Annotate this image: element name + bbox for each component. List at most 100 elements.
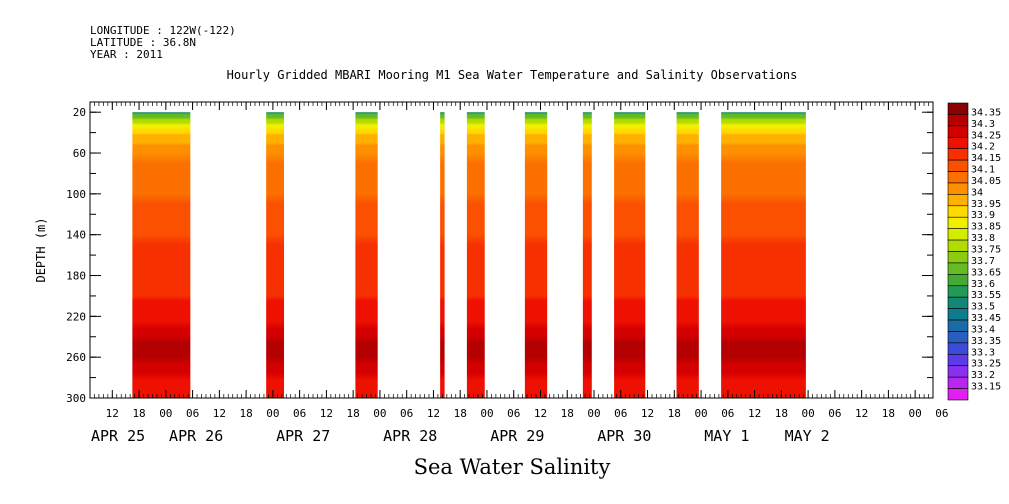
x-hour-label: 06 <box>614 407 627 420</box>
chart-title: Hourly Gridded MBARI Mooring M1 Sea Wate… <box>226 68 798 82</box>
colorbar-label: 34.3 <box>971 119 995 130</box>
colorbar-swatch <box>947 342 969 355</box>
colorbar-label: 33.9 <box>971 210 995 221</box>
x-date-label: APR 30 <box>597 427 651 445</box>
colorbar-swatch <box>947 296 969 309</box>
x-hour-label: 00 <box>266 407 279 420</box>
x-hour-label: 00 <box>694 407 707 420</box>
x-date-label: APR 29 <box>490 427 544 445</box>
colorbar-swatch <box>947 114 969 127</box>
x-hour-label: 18 <box>775 407 788 420</box>
x-hour-label: 06 <box>400 407 413 420</box>
x-hour-label: 18 <box>561 407 574 420</box>
x-hour-label: 00 <box>373 407 386 420</box>
x-hour-label: 18 <box>132 407 145 420</box>
data-segment-6 <box>582 112 592 398</box>
x-date-label: APR 27 <box>276 427 330 445</box>
year-label: YEAR : 2011 <box>90 48 163 61</box>
x-hour-label: 18 <box>882 407 895 420</box>
x-hour-label: 00 <box>909 407 922 420</box>
colorbar-swatch <box>947 171 969 184</box>
colorbar-swatch <box>947 205 969 218</box>
colorbar-label: 34.05 <box>971 176 1001 187</box>
x-date-label: APR 25 <box>91 427 145 445</box>
y-tick-label: 300 <box>66 392 86 405</box>
x-date-label: MAY 1 <box>704 427 749 445</box>
y-tick-label: 140 <box>66 229 86 242</box>
colorbar-swatch <box>947 148 969 161</box>
colorbar-label: 33.35 <box>971 336 1001 347</box>
data-segment-8 <box>676 112 699 398</box>
x-date-label: MAY 2 <box>785 427 830 445</box>
colorbar-swatch <box>947 365 969 378</box>
x-hour-label: 00 <box>480 407 493 420</box>
colorbar-label: 33.45 <box>971 313 1001 324</box>
data-segment-1 <box>266 112 285 398</box>
x-hour-label: 06 <box>186 407 199 420</box>
x-hour-label: 12 <box>320 407 333 420</box>
x-hour-label: 06 <box>828 407 841 420</box>
x-date-label: APR 28 <box>383 427 437 445</box>
colorbar-label: 33.25 <box>971 359 1001 370</box>
colorbar-label: 34.2 <box>971 142 995 153</box>
colorbar-swatch <box>947 194 969 207</box>
colorbar: 34.3534.334.2534.234.1534.134.053433.953… <box>947 102 1001 401</box>
colorbar-label: 34 <box>971 187 983 198</box>
colorbar-swatch <box>947 308 969 321</box>
colorbar-swatch <box>947 228 969 241</box>
colorbar-swatch <box>947 376 969 389</box>
colorbar-label: 33.85 <box>971 222 1001 233</box>
colorbar-swatch <box>947 285 969 298</box>
y-tick-label: 220 <box>66 310 86 323</box>
longitude-label: LONGITUDE : 122W(-122) <box>90 24 236 37</box>
y-tick-label: 180 <box>66 270 86 283</box>
colorbar-label: 33.8 <box>971 233 995 244</box>
colorbar-swatch <box>947 125 969 138</box>
colorbar-label: 33.7 <box>971 256 995 267</box>
x-hour-label: 12 <box>855 407 868 420</box>
colorbar-swatch <box>947 136 969 149</box>
axes: 20 60 100 140 180 220 260 300 12 18 00 06 12 18 00 06 12… <box>66 101 949 445</box>
colorbar-swatch <box>947 354 969 367</box>
y-tick-label: 100 <box>66 188 86 201</box>
y-tick-label: 20 <box>73 106 86 119</box>
data-segment-4 <box>466 112 485 398</box>
colorbar-label: 34.35 <box>971 107 1001 118</box>
colorbar-swatch <box>947 216 969 229</box>
x-hour-label: 06 <box>293 407 306 420</box>
x-hour-label: 12 <box>427 407 440 420</box>
x-hour-label: 00 <box>801 407 814 420</box>
colorbar-swatch <box>947 251 969 264</box>
colorbar-swatch <box>947 159 969 172</box>
colorbar-swatch <box>947 102 969 115</box>
data-segment-3 <box>440 112 445 398</box>
colorbar-swatch <box>947 262 969 275</box>
colorbar-label: 33.15 <box>971 382 1001 393</box>
colorbar-swatch <box>947 331 969 344</box>
x-hour-label: 18 <box>668 407 681 420</box>
colorbar-label: 34.25 <box>971 130 1001 141</box>
data-segment-0 <box>132 112 191 398</box>
x-axis-title: Sea Water Salinity <box>413 455 611 479</box>
data-segment-2 <box>355 112 378 398</box>
colorbar-label: 34.15 <box>971 153 1001 164</box>
x-hour-label: 12 <box>213 407 226 420</box>
colorbar-swatch <box>947 319 969 332</box>
y-tick-label: 60 <box>73 147 86 160</box>
colorbar-swatch <box>947 182 969 195</box>
latitude-label: LATITUDE : 36.8N <box>90 36 196 49</box>
colorbar-label: 33.65 <box>971 267 1001 278</box>
x-hour-label: 00 <box>587 407 600 420</box>
colorbar-label: 34.1 <box>971 165 995 176</box>
colorbar-label: 33.3 <box>971 347 995 358</box>
data-segment-7 <box>614 112 646 398</box>
x-hour-label: 06 <box>507 407 520 420</box>
x-hour-label: 06 <box>935 407 948 420</box>
colorbar-label: 33.95 <box>971 199 1001 210</box>
colorbar-label: 33.5 <box>971 302 995 313</box>
x-hour-label: 18 <box>347 407 360 420</box>
x-hour-label: 18 <box>454 407 467 420</box>
x-hour-label: 12 <box>748 407 761 420</box>
x-hour-label: 12 <box>641 407 654 420</box>
